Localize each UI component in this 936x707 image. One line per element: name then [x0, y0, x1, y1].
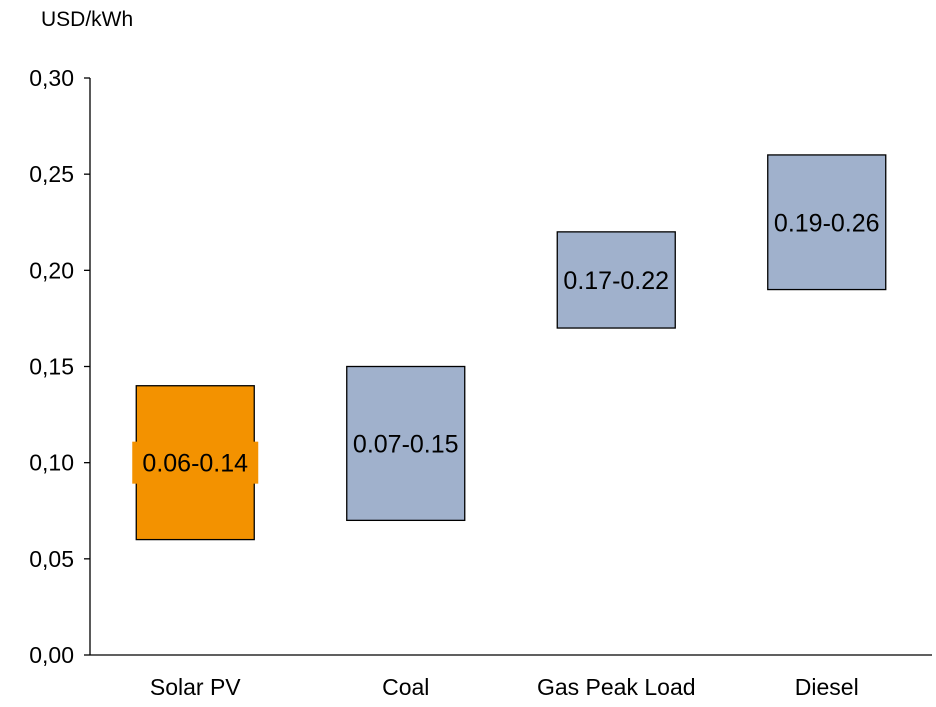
range-data-label: 0.17-0.22: [563, 267, 669, 295]
range-data-label: 0.19-0.26: [774, 209, 880, 237]
x-category-label: Solar PV: [150, 674, 241, 700]
x-category-label: Diesel: [795, 674, 859, 700]
range-data-label: 0.06-0.14: [142, 450, 248, 478]
y-tick-label: 0,30: [29, 65, 74, 91]
x-category-label: Gas Peak Load: [537, 674, 696, 700]
range-data-label: 0.07-0.15: [353, 430, 459, 458]
y-tick-label: 0,10: [29, 450, 74, 476]
range-bar: [556, 231, 676, 329]
y-tick-label: 0,25: [29, 161, 74, 187]
y-tick-label: 0,05: [29, 546, 74, 572]
chart-axes: 0,00 0,05 0,10 0,15 0,20 0,25 0,30 Solar PV Coal…: [29, 65, 932, 700]
y-tick-label: 0,15: [29, 354, 74, 380]
chart-bars: 0.06-0.14 0.07-0.15 0.17-0.22 0.19-0.26: [132, 154, 887, 541]
range-bar: [346, 365, 466, 522]
x-category-label: Coal: [382, 674, 429, 700]
y-axis-unit-label: USD/kWh: [41, 8, 134, 31]
y-tick-label: 0,20: [29, 257, 74, 283]
y-tick-label: 0,00: [29, 642, 74, 668]
range-label-background: [132, 441, 259, 484]
range-bar: [767, 154, 887, 291]
